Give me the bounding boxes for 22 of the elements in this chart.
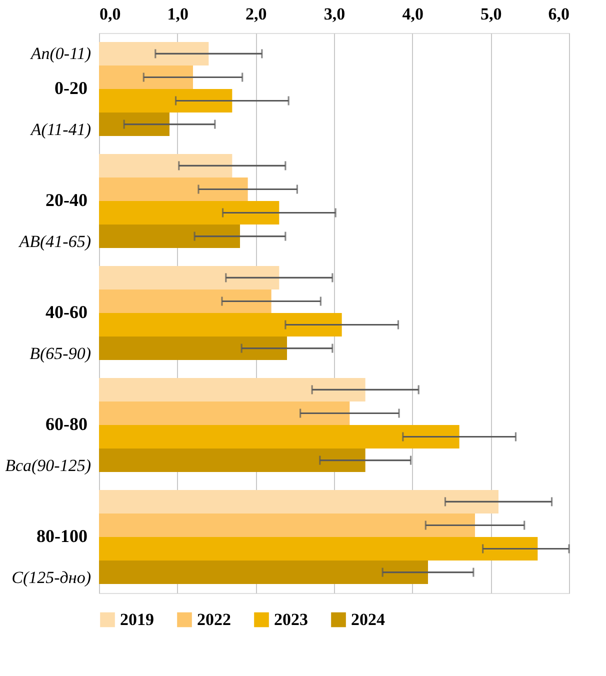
x-tick-label: 2,0 — [246, 4, 267, 24]
legend-label: 2022 — [197, 610, 231, 629]
x-tick-label: 4,0 — [402, 4, 424, 24]
y-tick-label: 20-40 — [46, 190, 88, 210]
x-tick-label: 3,0 — [324, 4, 346, 24]
x-tick-label: 1,0 — [167, 4, 188, 24]
legend-label: 2019 — [120, 610, 154, 629]
text: An(0-11) — [30, 44, 92, 63]
text: C(125-дно) — [12, 568, 92, 588]
legend-label: 2024 — [351, 610, 386, 629]
text: AB(41-65) — [18, 232, 92, 252]
text: A(11-41) — [30, 120, 92, 140]
text: Bca(90-125) — [5, 456, 92, 476]
y-tick-label: 80-100 — [36, 526, 88, 546]
text: B(65-90) — [30, 344, 92, 364]
x-tick-label: 6,0 — [548, 4, 570, 24]
y-tick-label: 0-20 — [54, 78, 88, 98]
x-tick-label: 5,0 — [480, 4, 502, 24]
x-tick-label: 0,0 — [100, 4, 121, 24]
y-tick-label: 60-80 — [46, 414, 88, 434]
legend-label: 2023 — [274, 610, 308, 629]
y-tick-label: 40-60 — [46, 302, 88, 322]
